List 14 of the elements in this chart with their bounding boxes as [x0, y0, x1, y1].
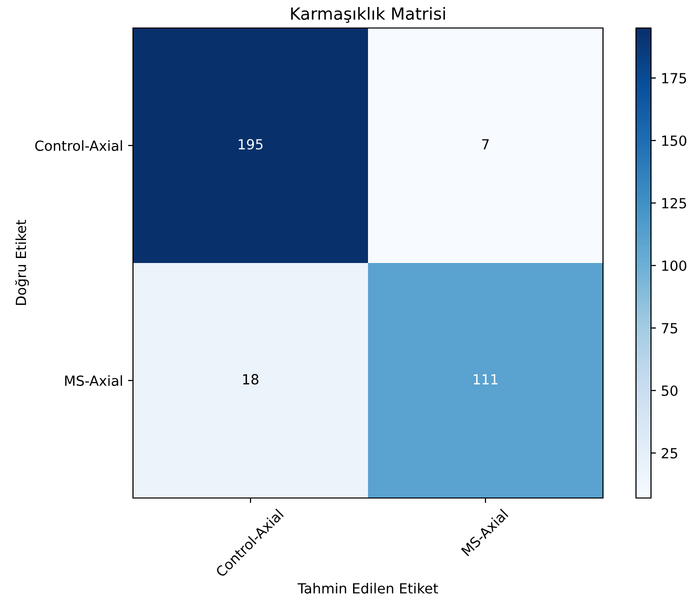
- y-axis-title: Doğru Etiket: [15, 220, 29, 305]
- color-bar-label: 100: [662, 260, 686, 271]
- color-bar-label: 50: [662, 385, 678, 396]
- data-label: 7: [482, 139, 489, 150]
- color-bar-label: 175: [662, 73, 686, 84]
- data-label: 111: [474, 374, 498, 384]
- color-bar-label: 75: [662, 323, 678, 334]
- data-label: 18: [243, 374, 258, 385]
- x-axis-title: Tahmin Edilen Etiket: [298, 582, 438, 594]
- chart-title: Karmaşıklık Matrisi: [291, 7, 445, 23]
- color-bar-label: 25: [662, 448, 678, 458]
- color-bar-label: 125: [662, 198, 686, 208]
- color-bar-label: 150: [662, 135, 686, 146]
- data-label: 195: [238, 139, 263, 150]
